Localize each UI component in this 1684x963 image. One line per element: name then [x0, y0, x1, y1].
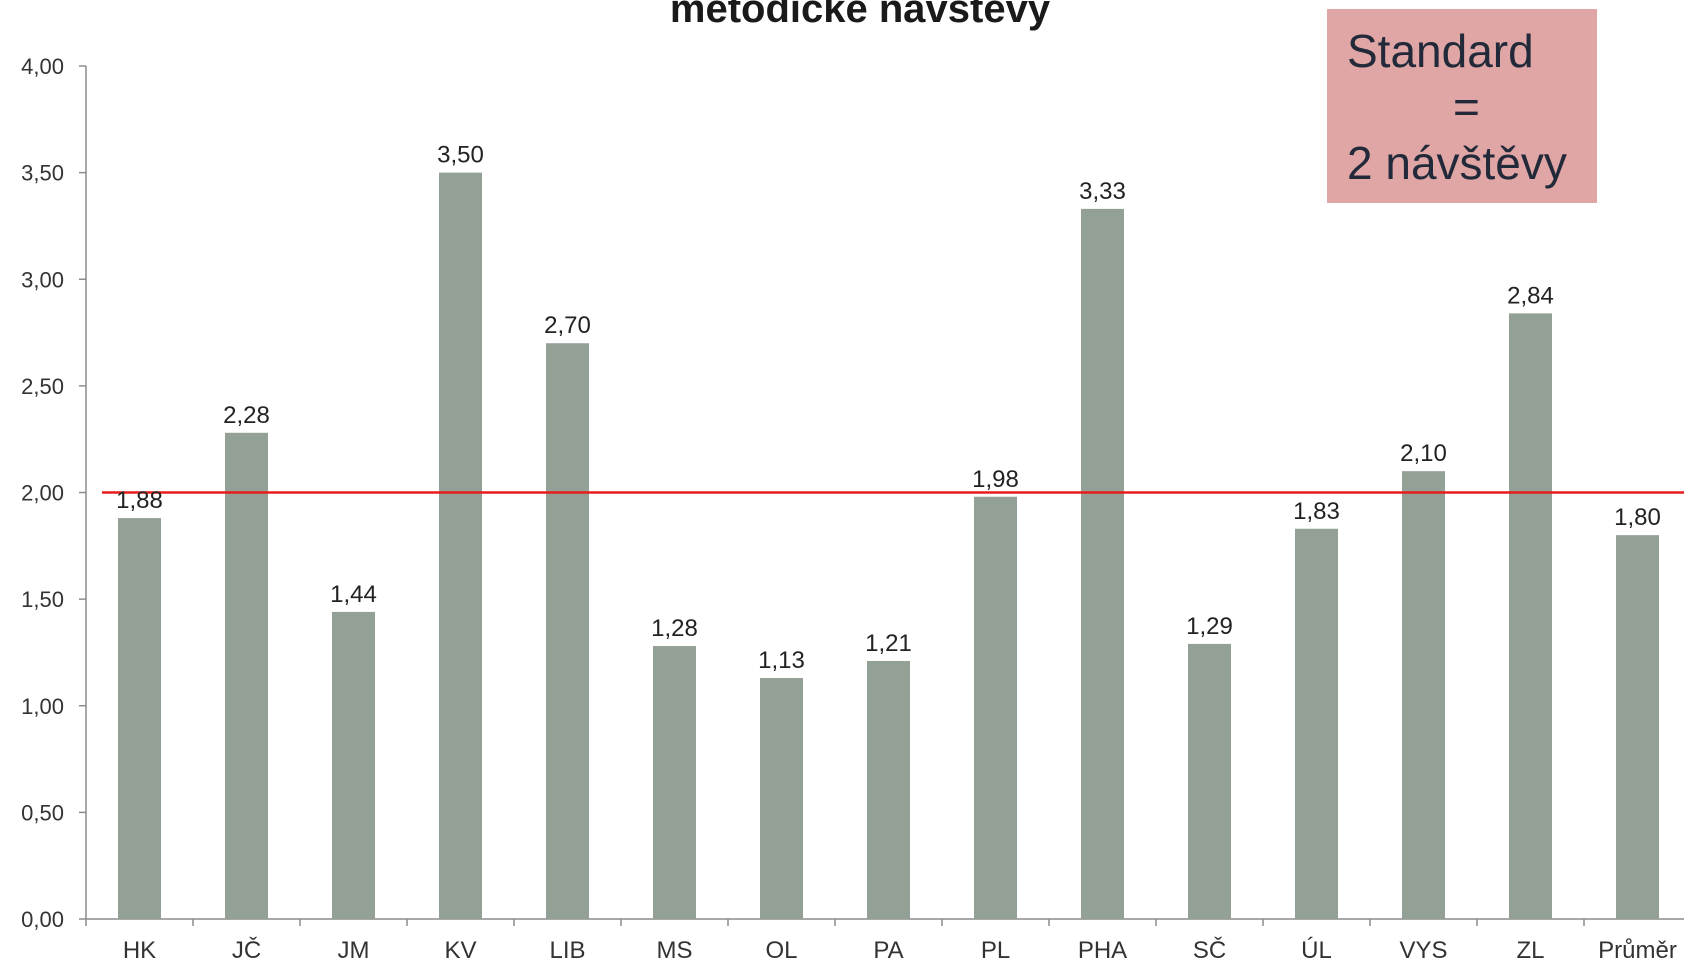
bar [1402, 471, 1445, 919]
data-label: 1,13 [758, 647, 805, 674]
x-tick-label: KV [444, 937, 476, 963]
x-tick-label: ZL [1516, 937, 1544, 963]
data-label: 3,50 [437, 142, 484, 169]
x-tick-label: SČ [1193, 936, 1226, 963]
x-tick-label: JČ [232, 936, 261, 963]
y-tick-label: 2,00 [21, 481, 64, 506]
bar [653, 646, 696, 919]
bar [760, 678, 803, 919]
chart-bars [118, 172, 1659, 920]
y-tick-label: 4,00 [21, 54, 64, 79]
y-tick-label: 1,50 [21, 587, 64, 612]
bar [332, 611, 375, 919]
bar [974, 496, 1017, 919]
x-tick-label: MS [657, 937, 693, 963]
data-label: 1,88 [116, 487, 163, 514]
bar [1081, 208, 1124, 919]
data-label: 1,21 [865, 630, 912, 657]
data-label: 2,70 [544, 312, 591, 339]
data-label: 1,80 [1614, 504, 1661, 531]
y-tick-label: 1,00 [21, 694, 64, 719]
data-label: 1,29 [1186, 613, 1233, 640]
bar [225, 432, 268, 919]
x-tick-label: Průměr [1598, 937, 1677, 963]
annotation-line-2: = [1453, 81, 1480, 133]
bar [118, 518, 161, 919]
x-tick-label: VYS [1399, 937, 1447, 963]
data-label: 2,84 [1507, 282, 1554, 309]
x-tick-label: OL [765, 937, 797, 963]
data-label: 1,83 [1293, 498, 1340, 525]
data-label: 1,44 [330, 581, 377, 608]
bar [1616, 535, 1659, 919]
data-label: 1,98 [972, 466, 1019, 493]
data-label: 1,28 [651, 615, 698, 642]
bar [1188, 643, 1231, 919]
y-tick-label: 2,50 [21, 374, 64, 399]
x-tick-label: PL [981, 937, 1010, 963]
data-label: 2,28 [223, 402, 270, 429]
bar [1509, 313, 1552, 919]
y-tick-label: 0,00 [21, 907, 64, 932]
bar [439, 172, 482, 919]
x-tick-label: PA [873, 937, 903, 963]
standard-annotation: Standard = 2 návštěvy [1327, 9, 1597, 203]
y-tick-label: 3,00 [21, 267, 64, 292]
x-tick-label: ÚL [1301, 937, 1332, 963]
x-tick-label: HK [123, 937, 156, 963]
data-label: 3,33 [1079, 178, 1126, 205]
chart-title: metodické návštěvy [670, 0, 1051, 31]
data-label: 2,10 [1400, 440, 1447, 467]
x-tick-label: PHA [1078, 937, 1127, 963]
x-tick-label: JM [338, 937, 370, 963]
bar [867, 660, 910, 919]
y-tick-label: 0,50 [21, 800, 64, 825]
bar [1295, 528, 1338, 919]
y-tick-label: 3,50 [21, 161, 64, 186]
x-tick-label: LIB [549, 937, 585, 963]
annotation-line-1: Standard [1347, 25, 1534, 77]
bar [546, 343, 589, 920]
annotation-line-3: 2 návštěvy [1347, 137, 1567, 189]
chart-data-labels: 1,88 2,28 1,44 3,50 2,70 1,28 1,13 1,21 1,98 3,33… [116, 142, 1661, 674]
